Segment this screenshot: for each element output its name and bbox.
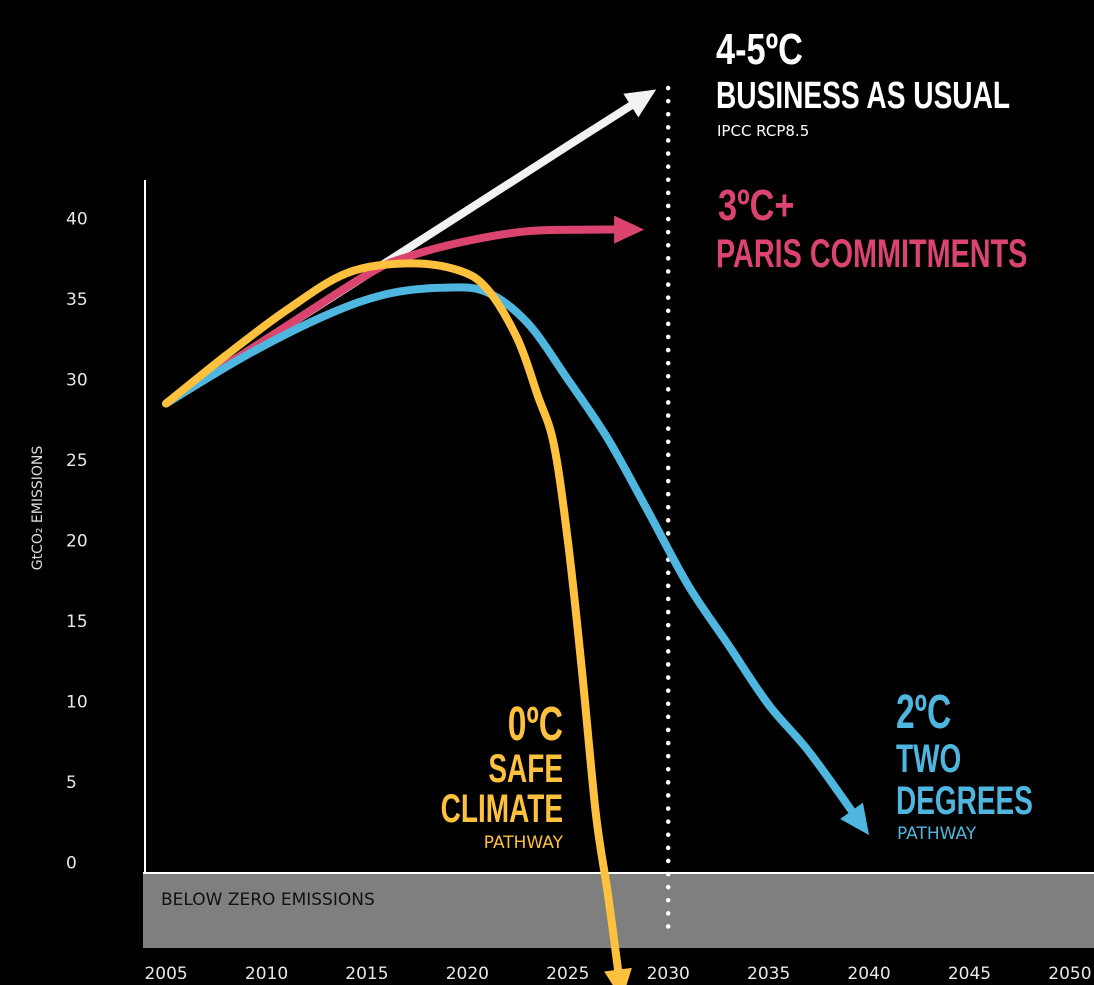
x-tick-2025: 2025 — [546, 964, 589, 984]
safe-subtitle-line-2: CLIMATE — [441, 787, 563, 831]
y-tick-35: 35 — [66, 290, 88, 310]
paris-subtitle: PARIS COMMITMENTS — [716, 231, 1027, 276]
y-tick-40: 40 — [66, 209, 88, 229]
below-zero-label: BELOW ZERO EMISSIONS — [161, 890, 375, 910]
two-note: PATHWAY — [897, 824, 977, 844]
x-tick-2030: 2030 — [647, 964, 690, 984]
y-tick-30: 30 — [66, 370, 88, 390]
y-tick-10: 10 — [66, 692, 88, 712]
safe-heading: 0ºC — [508, 696, 563, 750]
bau-subtitle: BUSINESS AS USUAL — [716, 75, 1010, 117]
two-heading: 2ºC — [896, 684, 951, 738]
y-tick-15: 15 — [66, 612, 88, 632]
series-lines — [162, 89, 870, 985]
x-tick-labels: 2005 2010 2015 2020 2025 2030 2035 2040 2045 2050 — [144, 964, 1091, 984]
paris-arrowhead — [614, 215, 645, 244]
y-axis-label: GtCO₂ EMISSIONS — [30, 446, 46, 571]
bau-heading: 4-5ºC — [716, 25, 803, 74]
x-tick-2015: 2015 — [345, 964, 388, 984]
two-arrowhead — [840, 802, 870, 836]
x-tick-2040: 2040 — [847, 964, 890, 984]
paris-series-line — [162, 225, 631, 408]
x-tick-2035: 2035 — [747, 964, 790, 984]
two-series-line — [162, 283, 863, 825]
safe-arrowhead — [604, 967, 632, 985]
x-tick-2045: 2045 — [948, 964, 991, 984]
two-subtitle-line-1: TWO — [896, 737, 961, 781]
below-zero-band — [143, 873, 1094, 948]
y-tick-labels: 0 5 10 15 20 25 30 35 40 — [66, 209, 88, 873]
two-subtitle-line-2: DEGREES — [896, 779, 1033, 823]
x-tick-2050: 2050 — [1048, 964, 1091, 984]
bau-note: IPCC RCP8.5 — [717, 122, 809, 140]
y-tick-25: 25 — [66, 451, 88, 471]
safe-note: PATHWAY — [484, 833, 564, 853]
y-tick-20: 20 — [66, 531, 88, 551]
x-tick-2005: 2005 — [144, 964, 187, 984]
x-tick-2010: 2010 — [245, 964, 288, 984]
bau-arrowhead — [623, 89, 657, 118]
x-tick-2020: 2020 — [446, 964, 489, 984]
y-tick-5: 5 — [66, 773, 77, 793]
paris-heading: 3ºC+ — [718, 181, 794, 230]
safe-subtitle-line-1: SAFE — [488, 747, 563, 791]
safe-series-line — [162, 259, 624, 985]
y-tick-0: 0 — [66, 854, 77, 874]
